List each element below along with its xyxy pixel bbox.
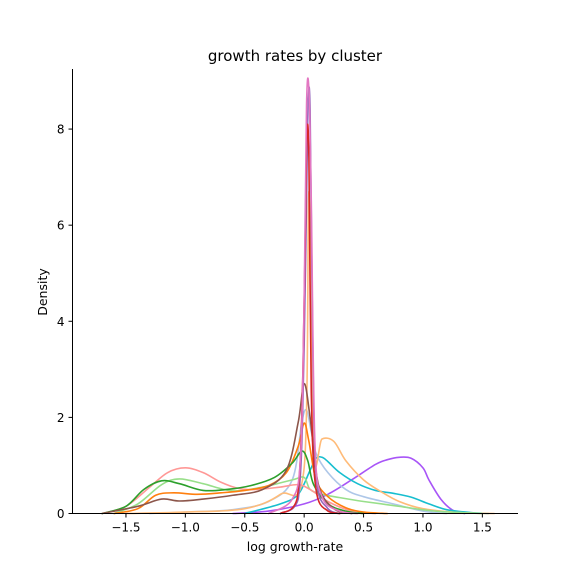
series-group	[101, 77, 496, 515]
kde-curve-2	[243, 455, 490, 515]
kde-curve-1	[232, 456, 466, 515]
x-tick-label: 0.0	[295, 521, 314, 535]
kde-curve-4	[125, 190, 496, 515]
x-axis-ticks: −1.5 −1.0 −0.5 0.0 0.5 1.0 1.5	[111, 513, 492, 535]
kde-curve-12	[267, 77, 359, 515]
x-tick-label: 1.5	[473, 521, 492, 535]
x-tick-label: 0.5	[354, 521, 373, 535]
x-axis-label: log growth-rate	[247, 539, 344, 554]
y-tick-label: 4	[57, 315, 65, 329]
kde-curve-11	[279, 123, 341, 515]
y-tick-label: 8	[57, 123, 65, 137]
kde-curve-8	[101, 450, 365, 515]
x-tick-label: −1.0	[171, 521, 200, 535]
kde-curve-7	[113, 422, 389, 515]
y-tick-label: 2	[57, 411, 65, 425]
chart-title: growth rates by cluster	[208, 47, 383, 65]
x-tick-label: 1.0	[413, 521, 432, 535]
x-tick-label: −1.5	[111, 521, 140, 535]
y-tick-label: 6	[57, 219, 65, 233]
y-axis-ticks: 0 2 4 6 8	[57, 123, 73, 521]
y-tick-label: 0	[57, 507, 65, 521]
y-axis-label: Density	[35, 268, 50, 316]
x-tick-label: −0.5	[230, 521, 259, 535]
